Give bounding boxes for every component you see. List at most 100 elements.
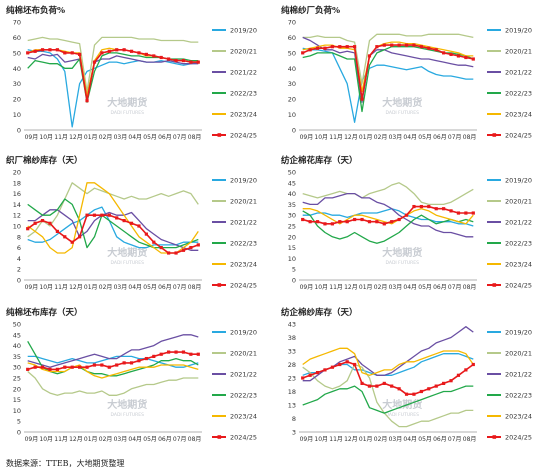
series-marker	[92, 213, 97, 217]
x-tick-label: 02月	[374, 134, 388, 141]
series-marker	[434, 207, 438, 211]
series-marker	[181, 350, 186, 354]
series-marker	[464, 211, 468, 215]
series-marker	[412, 392, 416, 396]
x-tick-label: 04月	[403, 284, 417, 291]
x-tick-label: 02月	[99, 134, 113, 141]
series-marker	[375, 384, 379, 388]
y-tick-label: 18	[13, 179, 21, 187]
x-tick-label: 12月	[69, 284, 83, 291]
series-marker	[92, 363, 97, 367]
series-marker	[115, 48, 119, 52]
series-marker	[122, 361, 126, 365]
series-marker	[107, 365, 111, 369]
chart-svg: 0 2 4 6 8 10 12 14 16 18 20 09月 10月 11月 12月 01月 02月 03月 04…	[13, 169, 257, 292]
series-marker	[144, 52, 148, 56]
legend-label: 2022/23	[505, 240, 532, 248]
series-marker	[301, 376, 305, 380]
series-marker	[419, 204, 423, 209]
series-marker	[456, 373, 461, 377]
series-marker	[442, 381, 446, 385]
legend-label: 2020/21	[505, 48, 532, 56]
y-tick-label: 70	[13, 19, 21, 27]
legend-label: 2021/22	[230, 219, 257, 227]
series-marker	[382, 43, 386, 47]
series-marker	[330, 365, 334, 369]
series-marker	[189, 246, 193, 250]
y-tick-label: 0	[17, 429, 21, 437]
chart-panel: 纯棉坯布负荷% 0 10 20 30 40 50 60 70 09月 10月 11月 12月 01月 02月…	[0, 0, 275, 150]
legend-label: 2022/23	[230, 240, 257, 248]
legend-label: 2022/23	[230, 90, 257, 98]
series-marker	[456, 211, 461, 215]
y-tick-label: 2	[17, 266, 21, 274]
chart-panel: 织厂棉纱库存（天） 0 2 4 6 8 10 12 14 16 18 20 09月 10月 11月 12月 01…	[0, 150, 275, 300]
series-marker	[129, 361, 134, 365]
series-marker	[196, 352, 200, 356]
legend-label: 2021/22	[505, 219, 532, 227]
watermark-en: DADI FUTURES	[386, 260, 420, 266]
y-tick-label: 45	[288, 179, 296, 187]
series-marker	[144, 356, 148, 361]
y-tick-label: 20	[288, 96, 296, 104]
x-tick-label: 12月	[69, 134, 83, 141]
chart-svg: 0 5 10 15 20 25 30 35 40 45 50 09月 10月 11月 12月 01月 02月 03…	[13, 321, 257, 444]
series-marker	[367, 384, 372, 388]
x-tick-label: 03月	[114, 134, 128, 141]
series-marker	[63, 365, 67, 369]
series-marker	[159, 55, 163, 60]
legend-label: 2019/20	[505, 329, 532, 337]
x-tick-label: 07月	[173, 284, 187, 291]
series-line	[302, 36, 474, 103]
series-marker	[404, 392, 409, 396]
legend-label: 2019/20	[230, 177, 257, 185]
legend-label: 2020/21	[505, 350, 532, 358]
series-marker	[137, 51, 141, 55]
series-marker	[181, 58, 186, 63]
x-tick-label: 11月	[329, 436, 343, 443]
series-marker	[412, 204, 416, 209]
chart-panel: 纯棉纱厂负荷% 0 10 20 30 40 50 60 70 09月 10月 11月 12月 01月 02月…	[275, 0, 550, 150]
x-tick-label: 08月	[188, 134, 202, 141]
y-tick-label: 60	[13, 34, 21, 42]
series-marker	[330, 222, 334, 226]
chart-panel: 纺企棉花库存（天） 0 5 10 15 20 25 30 35 40 45 50 09月 10月 11月 12…	[275, 150, 550, 300]
y-tick-label: 13	[288, 402, 296, 410]
series-marker	[70, 365, 74, 369]
series-line	[27, 198, 199, 249]
y-tick-label: 45	[13, 331, 21, 339]
x-tick-label: 10月	[314, 134, 328, 141]
legend-label: 2019/20	[505, 27, 532, 35]
series-marker	[70, 51, 74, 55]
y-tick-label: 20	[13, 96, 21, 104]
series-line	[302, 363, 474, 428]
series-marker	[196, 60, 200, 64]
x-tick-label: 05月	[143, 134, 157, 141]
y-tick-label: 30	[288, 80, 296, 88]
y-tick-label: 6	[17, 244, 21, 252]
series-marker	[412, 43, 416, 47]
series-marker	[434, 384, 438, 388]
series-marker	[196, 243, 200, 247]
x-tick-label: 01月	[84, 284, 98, 291]
legend-marker	[217, 435, 222, 439]
series-line	[302, 385, 474, 414]
series-marker	[390, 43, 394, 47]
x-tick-label: 08月	[463, 134, 477, 141]
y-tick-label: 50	[13, 321, 21, 329]
watermark: 大地期货	[382, 246, 422, 259]
y-tick-label: 30	[13, 364, 21, 372]
series-marker	[471, 362, 475, 367]
series-marker	[308, 48, 312, 52]
watermark: 大地期货	[382, 96, 422, 109]
chart-panel: 纺企棉纱库存（天） 3 8 13 18 23 28 33 38 43 09月 10月 11月 12月 01月…	[275, 302, 550, 452]
x-tick-label: 02月	[374, 284, 388, 291]
series-marker	[338, 220, 342, 224]
legend-label: 2023/24	[230, 111, 257, 119]
series-line	[27, 206, 199, 249]
series-marker	[404, 213, 409, 217]
x-tick-label: 01月	[359, 284, 373, 291]
series-marker	[85, 213, 89, 217]
x-tick-label: 11月	[54, 284, 68, 291]
legend-label: 2024/25	[230, 434, 257, 442]
